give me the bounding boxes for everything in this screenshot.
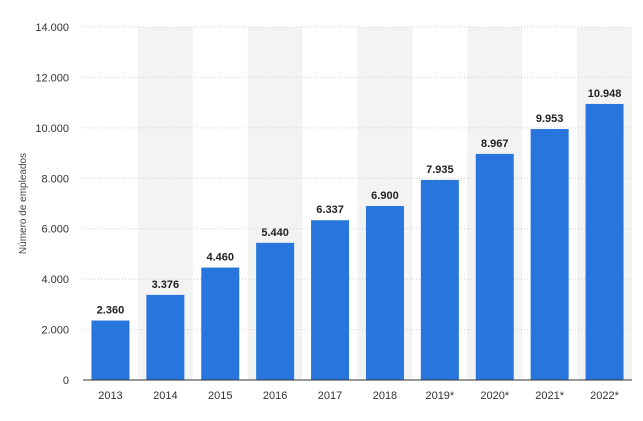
x-tick-label: 2022* xyxy=(590,390,619,402)
data-label: 8.967 xyxy=(481,138,509,150)
x-tick-label: 2014 xyxy=(153,390,177,402)
x-axis-ticks: 2013 2014 2015 2016 2017 2018 2019* 2020* 2021* 2… xyxy=(98,390,619,402)
data-label: 7.935 xyxy=(426,164,454,176)
x-tick-label: 2015 xyxy=(208,390,232,402)
bar-2014 xyxy=(146,294,185,380)
bars xyxy=(91,103,624,380)
data-label: 5.440 xyxy=(261,227,289,239)
bar-2013 xyxy=(91,320,130,380)
bar-2018 xyxy=(365,206,404,380)
y-axis-label: Número de empleados xyxy=(18,153,29,254)
bar-2016 xyxy=(256,242,295,380)
y-tick-label: 2.000 xyxy=(41,325,69,337)
y-tick-label: 6.000 xyxy=(41,224,69,236)
y-tick-label: 8.000 xyxy=(41,173,69,185)
bar-2022* xyxy=(585,103,624,380)
y-tick-label: 12.000 xyxy=(35,72,69,84)
y-axis-ticks: 0 2.000 4.000 6.000 8.000 10.000 12.000 14.000 xyxy=(35,22,69,387)
data-label: 9.953 xyxy=(536,113,564,125)
data-labels: 2.360 3.376 4.460 5.440 6.337 6.900 7.935 8.967… xyxy=(97,88,622,317)
data-label: 6.900 xyxy=(371,190,399,202)
x-tick-label: 2019* xyxy=(425,390,454,402)
y-tick-label: 10.000 xyxy=(35,123,69,135)
data-label: 6.337 xyxy=(316,204,344,216)
x-tick-label: 2018 xyxy=(373,390,397,402)
x-tick-label: 2021* xyxy=(535,390,564,402)
y-tick-label: 4.000 xyxy=(41,274,69,286)
x-tick-label: 2016 xyxy=(263,390,287,402)
x-tick-label: 2013 xyxy=(98,390,122,402)
bar-2020* xyxy=(475,153,514,380)
bar-2019* xyxy=(420,179,459,380)
data-label: 3.376 xyxy=(152,279,180,291)
x-tick-label: 2020* xyxy=(480,390,509,402)
bar-2021* xyxy=(530,129,569,380)
bar-2015 xyxy=(201,267,240,380)
data-label: 10.948 xyxy=(588,88,622,100)
y-tick-label: 0 xyxy=(63,375,69,387)
data-label: 4.460 xyxy=(206,252,234,264)
bar-2017 xyxy=(311,220,350,380)
y-tick-label: 14.000 xyxy=(35,22,69,34)
data-label: 2.360 xyxy=(97,304,125,316)
x-tick-label: 2017 xyxy=(318,390,342,402)
